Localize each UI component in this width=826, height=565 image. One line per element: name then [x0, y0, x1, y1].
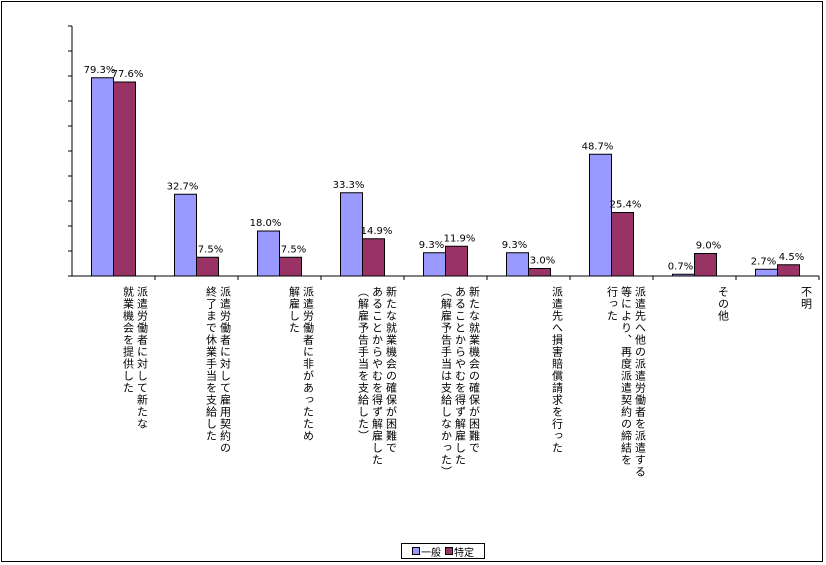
data-label: 11.9%: [444, 233, 476, 244]
legend-label: 一般: [421, 547, 441, 559]
category-label: その他: [652, 286, 736, 556]
data-label: 9.3%: [419, 240, 444, 251]
category-label-line: その他: [716, 286, 730, 322]
category-label-line: 終了まで休業手当を支給した: [204, 286, 218, 442]
category-label-line: 派遣労働者に対して新たな: [135, 286, 149, 430]
data-label: 25.4%: [610, 200, 642, 211]
bar-tokutei: [528, 268, 551, 277]
bar-tokutei: [611, 212, 634, 277]
data-label: 77.6%: [112, 69, 144, 80]
data-label: 9.0%: [696, 241, 721, 252]
data-label: 14.9%: [361, 226, 393, 237]
data-label: 7.5%: [281, 244, 306, 255]
data-label: 32.7%: [167, 181, 199, 192]
category-label: 派遣先へ損害賠償請求を行った: [486, 286, 570, 556]
category-label-line: 就業機会を提供した: [121, 286, 135, 394]
data-label: 0.7%: [668, 261, 693, 272]
bar-tokutei: [362, 238, 385, 277]
legend-item-series-0: 一般: [412, 544, 441, 559]
data-label: 79.3%: [84, 65, 116, 76]
category-label: 新たな就業機会の確保が困難で あることからやむを得ず解雇した （解雇予告手当を支給し…: [320, 286, 404, 556]
category-label: 派遣労働者に対して新たな 就業機会を提供した: [71, 286, 155, 556]
bar-ippan: [91, 77, 114, 277]
category-label: 新たな就業機会の確保が困難で あることからやむを得ず解雇した （解雇予告手当は支給し…: [403, 286, 487, 556]
bar-ippan: [755, 268, 778, 277]
category-label-line: 派遣労働者に対して雇用契約の: [218, 286, 232, 454]
category-label: 派遣労働者に非があったため 解雇した: [237, 286, 321, 556]
category-label: 不明: [735, 286, 819, 556]
bar-tokutei: [445, 245, 468, 277]
legend-swatch: [445, 547, 453, 555]
bar-ippan: [672, 273, 695, 277]
legend-item-series-1: 特定: [445, 544, 474, 559]
category-label-line: 派遣先へ他の派遣労働者を派遣する: [633, 286, 647, 478]
data-label: 4.5%: [779, 252, 804, 263]
category-label-line: 行った: [605, 286, 619, 322]
bar-ippan: [174, 193, 197, 277]
category-label-line: 新たな就業機会の確保が困難で: [467, 286, 481, 454]
bar-tokutei: [113, 81, 136, 277]
bar-tokutei: [279, 256, 302, 277]
category-label-line: 新たな就業機会の確保が困難で: [384, 286, 398, 454]
bar-ippan: [506, 252, 529, 277]
bar-ippan: [423, 252, 446, 277]
category-label-line: 等により、再度派遣契約の締結を: [619, 286, 633, 466]
bar-ippan: [257, 230, 280, 277]
legend-label: 特定: [454, 547, 474, 559]
category-label: 派遣労働者に対して雇用契約の 終了まで休業手当を支給した: [154, 286, 238, 556]
data-label: 3.0%: [530, 256, 555, 267]
data-label: 33.3%: [333, 180, 365, 191]
bar-tokutei: [777, 264, 800, 277]
legend-swatch: [412, 547, 420, 555]
data-label: 48.7%: [582, 141, 614, 152]
category-label-line: 派遣労働者に非があったため: [301, 286, 315, 442]
category-label-line: あることからやむを得ず解雇した: [453, 286, 467, 466]
category-label-line: 解雇した: [287, 286, 301, 334]
bar-ippan: [340, 192, 363, 277]
category-label-line: 不明: [799, 286, 813, 310]
data-label: 18.0%: [250, 218, 282, 229]
data-label: 9.3%: [502, 240, 527, 251]
category-label-line: （解雇予告手当を支給した）: [356, 286, 370, 442]
bar-ippan: [589, 153, 612, 277]
category-label: 派遣先へ他の派遣労働者を派遣する 等により、再度派遣契約の締結を 行った: [569, 286, 653, 556]
category-label-line: 派遣先へ損害賠償請求を行った: [550, 286, 564, 454]
category-label-line: あることからやむを得ず解雇した: [370, 286, 384, 466]
bar-tokutei: [196, 256, 219, 277]
category-label-line: （解雇予告手当は支給しなかった）: [439, 286, 453, 478]
legend: 一般 特定: [401, 543, 485, 559]
data-label: 2.7%: [751, 256, 776, 267]
bar-tokutei: [694, 253, 717, 277]
data-label: 7.5%: [198, 244, 223, 255]
